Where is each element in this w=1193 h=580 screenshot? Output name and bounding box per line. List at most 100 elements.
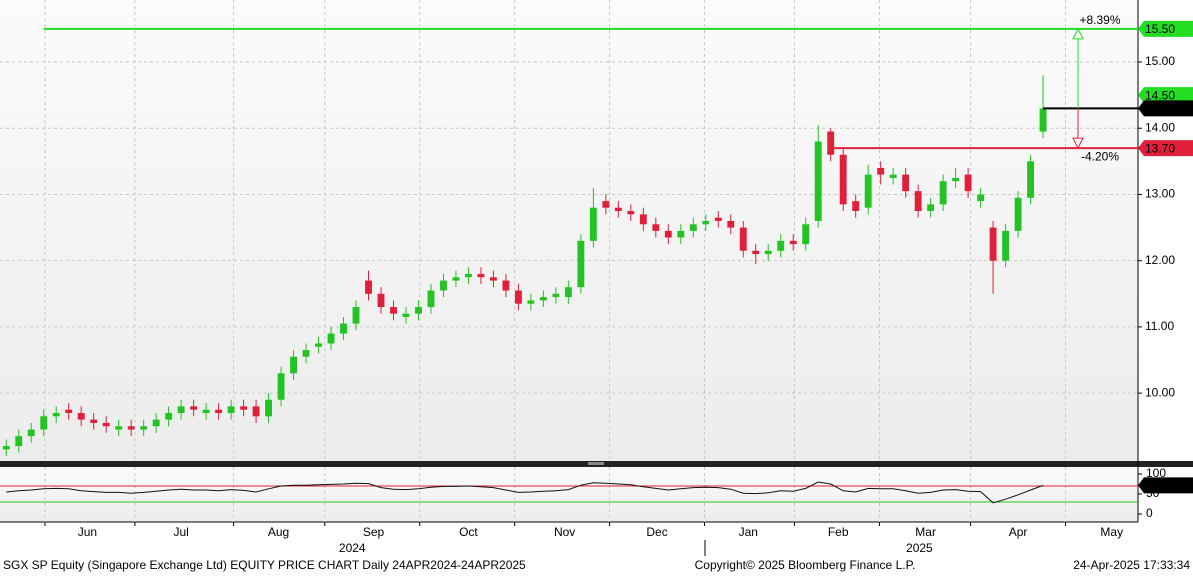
footer-center: Copyright© 2025 Bloomberg Finance L.P. [695,558,916,572]
candle-body [939,181,947,205]
candle-body [327,333,335,344]
candle-body [215,409,223,413]
candle-body [664,230,672,238]
candle-body [839,154,847,205]
rsi-tick-label: 100 [1146,466,1166,480]
candle-body [489,277,497,281]
x-tick-label: Feb [828,525,849,539]
candle-body [977,194,985,202]
footer-left: SGX SP Equity (Singapore Exchange Ltd) E… [3,558,526,572]
divider-handle [588,462,604,465]
rsi-tag [1138,477,1193,494]
y-tick-label: 11.00 [1145,319,1174,333]
candle-body [927,204,935,212]
candle-body [777,240,785,251]
candle-body [614,207,622,212]
candle-body [739,227,747,251]
candle-body [727,220,735,228]
x-tick-label: Nov [554,525,575,539]
candle-body [577,240,585,288]
candle-body [952,177,960,182]
candle-body [1039,108,1047,132]
y-tick-label: 10.00 [1145,385,1175,399]
candle-body [52,412,60,417]
candle-body [1002,230,1010,261]
candle-body [539,297,547,301]
annotation: +8.39% [1079,13,1120,27]
level-tag [1138,140,1193,157]
candle-body [65,409,73,413]
candle-body [764,250,772,255]
candle-body [714,217,722,221]
candle-body [814,141,822,221]
candle-body [77,412,85,420]
candle-body [677,230,685,238]
candle-body [415,307,422,314]
candle-body [177,406,185,413]
level-tag [1138,100,1193,117]
x-tick-label: Mar [915,525,936,539]
candle-body [115,426,123,430]
candle-body [390,307,397,314]
y-tick-label: 15.00 [1145,54,1175,68]
candle-body [252,406,260,417]
y-tick-label: 12.00 [1145,253,1175,267]
x-tick-label: Jun [78,525,97,539]
annotation: -4.20% [1081,149,1119,163]
candle-body [502,280,510,291]
rsi-tick-label: 0 [1146,506,1153,520]
x-tick-label: May [1100,525,1123,539]
candle-body [602,201,610,208]
x-tick-label: Apr [1009,525,1028,539]
candle-body [352,307,360,324]
candle-body [402,313,410,317]
candle-body [864,174,872,208]
x-tick-label: Jan [739,525,758,539]
candle-body [102,422,110,427]
x-tick-label: Oct [459,525,478,539]
candle-body [465,273,472,278]
x-tick-label: Jul [173,525,188,539]
rsi-panel [0,467,1138,522]
arrow-head [1072,137,1084,150]
candle-body [365,280,372,294]
y-tick-label: 14.00 [1145,120,1175,134]
candle-body [702,220,710,225]
year-label: 2025 [906,541,933,555]
candle-body [165,412,173,420]
level-label: 14.50 [1145,88,1175,102]
candle-body [277,373,285,400]
x-tick-label: Aug [268,525,289,539]
level-label: 15.50 [1145,22,1175,36]
candle-body [27,429,35,437]
candle-body [152,419,160,427]
candle-body [477,273,485,278]
candle-body [227,406,235,413]
candle-body [652,224,660,231]
candle-body [564,287,572,298]
candle-body [639,214,647,225]
candle-body [802,224,810,245]
candle-body [15,436,23,447]
candle-body [589,207,597,241]
x-tick-label: Dec [646,525,667,539]
candle-body [90,419,98,423]
y-tick-label: 13.00 [1145,187,1175,201]
footer-right: 24-Apr-2025 17:33:34 [1073,558,1190,572]
candle-body [40,416,48,430]
candle-body [427,290,435,308]
candle-body [452,277,460,281]
candle-body [889,174,897,178]
year-label: 2024 [339,541,366,555]
candle-body [752,250,760,255]
level-label: 13.70 [1145,141,1175,155]
candle-body [315,343,322,347]
candle-body [340,323,347,334]
candle-body [1027,161,1035,198]
candle-body [127,426,135,430]
level-tag [1138,87,1193,104]
candle-body [140,426,148,430]
candle-body [527,300,535,304]
level-label: 14.30 [1145,102,1175,116]
